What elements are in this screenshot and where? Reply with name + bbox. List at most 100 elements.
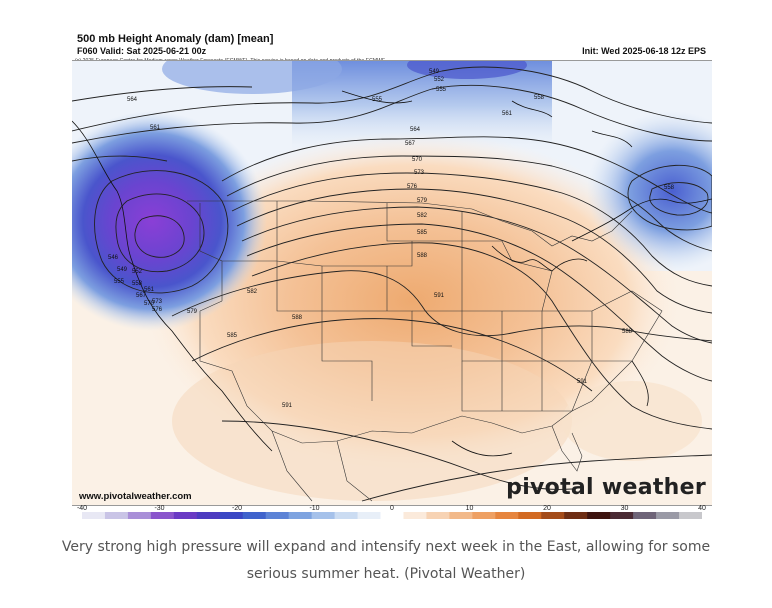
contour-line <box>72 86 253 102</box>
colorbar-swatch <box>219 512 244 519</box>
colorbar-tick: 30 <box>620 505 629 512</box>
colorbar-tick: 10 <box>465 505 474 512</box>
map-canvas: 549 552 555 558 561 564 567 570 573 576 … <box>72 60 712 506</box>
northwest-cool-anomaly <box>162 61 342 94</box>
colorbar-tick: 40 <box>698 505 706 512</box>
colorbar-swatch <box>265 512 290 519</box>
arctic-coast <box>341 90 633 148</box>
contour-label: 567 <box>136 293 147 299</box>
colorbar-swatch <box>173 512 198 519</box>
colorbar-tick-labels: -40 -30 -20 -10 0 10 20 30 40 <box>77 505 706 514</box>
contour-label: 582 <box>417 213 428 219</box>
contour-line <box>361 454 712 502</box>
map-init-time: Init: Wed 2025-06-18 12z EPS <box>582 46 706 56</box>
contour-line <box>72 155 168 162</box>
contour-label: 552 <box>132 269 143 275</box>
colorbar-swatch <box>633 512 657 519</box>
colorbar-swatch <box>196 512 221 519</box>
contour-line <box>221 136 712 214</box>
map-title: 500 mb Height Anomaly (dam) [mean] <box>77 33 274 45</box>
coastlines <box>72 90 712 457</box>
colorbar-swatch <box>334 512 359 519</box>
contour-label: 588 <box>292 315 303 321</box>
contour-line <box>241 206 712 344</box>
colorbar-swatch <box>656 512 680 519</box>
contour-label: 558 <box>132 281 143 287</box>
pacific-coast <box>72 120 273 452</box>
contour-label: 585 <box>227 333 238 339</box>
contour-label: 582 <box>247 289 258 295</box>
colorbar <box>82 512 702 519</box>
contour-closed-low <box>94 170 229 294</box>
contour-line <box>171 270 712 342</box>
atlantic-canada-coast <box>571 198 712 242</box>
colorbar-swatch <box>127 512 152 519</box>
contour-closed-low <box>649 182 709 216</box>
colorbar-swatch <box>518 512 542 519</box>
contour-label: 561 <box>144 287 155 293</box>
political-borders <box>187 200 663 502</box>
contour-label: 579 <box>187 309 198 315</box>
contour-line <box>251 242 712 430</box>
colorbar-tick: 20 <box>543 505 551 512</box>
website-watermark: www.pivotalweather.com <box>79 491 192 502</box>
contour-label: 561 <box>150 125 161 131</box>
florida-outline <box>551 425 583 472</box>
contour-label: 552 <box>434 77 445 83</box>
great-lakes-shore <box>491 245 588 272</box>
colorbar-swatch <box>587 512 611 519</box>
colorbar-swatch <box>150 512 175 519</box>
contour-label: 570 <box>144 301 155 307</box>
colorbar-swatch <box>564 512 588 519</box>
contour-line <box>72 84 712 144</box>
map-valid-time: F060 Valid: Sat 2025-06-21 00z <box>77 46 207 56</box>
contour-label: 588 <box>622 329 633 335</box>
colorbar-swatch <box>495 512 519 519</box>
colorbar-swatch <box>242 512 267 519</box>
colorbar-swatch <box>311 512 336 519</box>
contour-label: 564 <box>127 97 138 103</box>
contour-label: 549 <box>429 69 440 75</box>
contour-closed-low <box>115 193 205 273</box>
great-lakes-border <box>471 208 633 247</box>
contour-line <box>246 223 712 382</box>
us-outline <box>199 300 633 444</box>
north-strong-trough <box>407 61 527 79</box>
mexico-outline <box>271 430 373 502</box>
contour-label: 567 <box>405 141 416 147</box>
contour-label: 591 <box>577 379 588 385</box>
contour-closed-low <box>627 164 712 231</box>
contour-label: 573 <box>414 170 425 176</box>
contour-label: 570 <box>412 157 423 163</box>
contour-label: 546 <box>108 255 119 261</box>
contour-label: 585 <box>417 230 428 236</box>
contour-label: 561 <box>502 111 513 117</box>
contour-label: 549 <box>117 267 128 273</box>
colorbar-swatch <box>610 512 634 519</box>
colorbar-swatch <box>472 512 496 519</box>
western-low-anomaly <box>72 111 267 331</box>
contour-label: 576 <box>407 184 418 190</box>
atlantic-warm-anomaly <box>562 381 702 461</box>
colorbar-swatch <box>449 512 473 519</box>
height-anomaly-map: 549 552 555 558 561 564 567 570 573 576 … <box>72 61 712 505</box>
colorbar-swatch <box>357 512 382 519</box>
contour-line <box>191 318 593 392</box>
brand-logo: pivotal weather <box>506 475 706 500</box>
contour-label: 555 <box>114 279 125 285</box>
contour-label: 564 <box>410 127 421 133</box>
contour-labels: 549 552 555 558 561 564 567 570 573 576 … <box>108 69 675 409</box>
colorbar-swatch <box>679 512 702 519</box>
colorbar-tick: -40 <box>76 505 88 512</box>
contour-label: 591 <box>434 293 445 299</box>
contour-line <box>221 420 573 490</box>
colorbar-swatch <box>82 512 106 519</box>
contour-label: 579 <box>417 198 428 204</box>
colorbar-tick: 0 <box>390 505 394 512</box>
colorbar-swatch <box>426 512 450 519</box>
colorbar-swatch <box>104 512 129 519</box>
contour-label: 591 <box>282 403 293 409</box>
height-contours <box>72 66 712 502</box>
us-canada-border <box>187 200 473 210</box>
contour-label: 555 <box>436 87 447 93</box>
